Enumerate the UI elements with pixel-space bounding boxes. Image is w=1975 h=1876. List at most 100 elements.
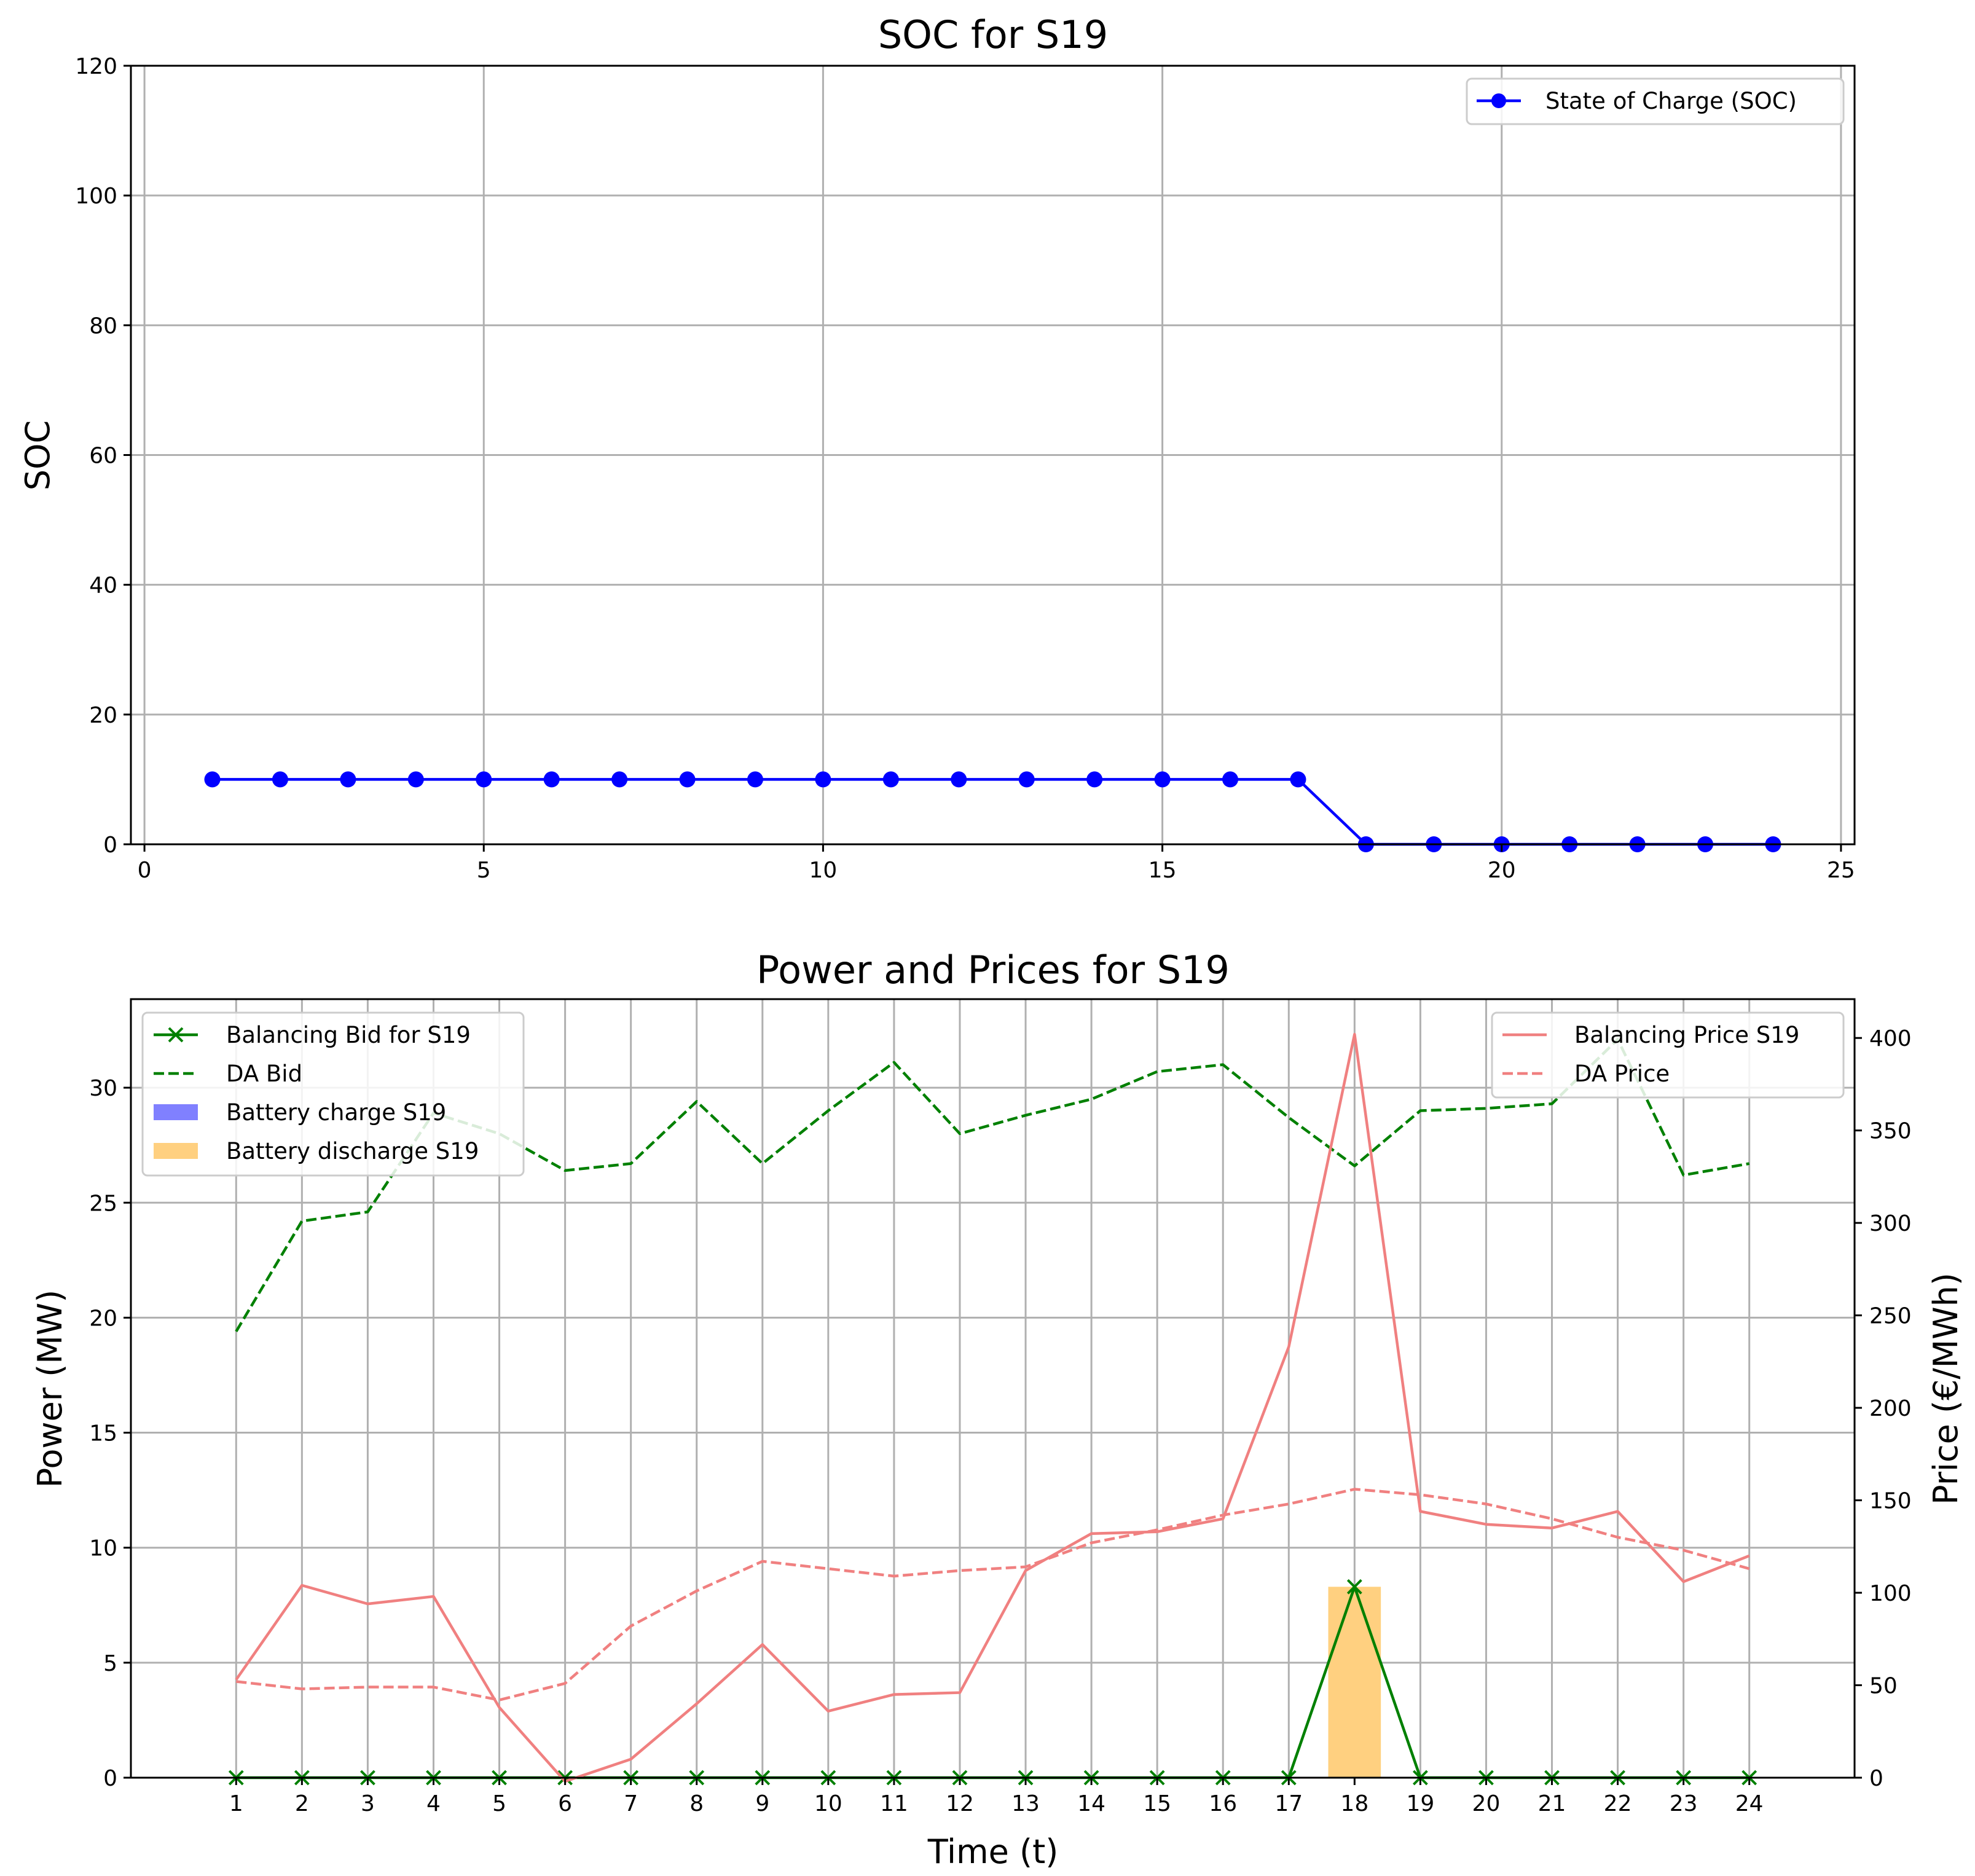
price-y-tick-label: 400 (1869, 1026, 1912, 1051)
power-price-chart: Power and Prices for S19 1 2 3 4 5 6 7 8 9 10 11 12… (31, 948, 1965, 1871)
power-x-tick-label: 12 (946, 1791, 974, 1816)
price-y-tick-label: 100 (1869, 1581, 1912, 1606)
power-x-tick-label: 10 (814, 1791, 842, 1816)
power-x-tick-label: 18 (1340, 1791, 1368, 1816)
power-x-tick-label: 4 (426, 1791, 441, 1816)
power-y-tick-label: 20 (89, 1306, 117, 1331)
soc-x-tick-label: 10 (809, 858, 838, 883)
power-legend-left-box (141, 1011, 525, 1177)
legend-battery-charge-swatch (154, 1104, 198, 1120)
power-x-tick-label: 1 (229, 1791, 243, 1816)
soc-point (815, 771, 831, 788)
price-y-tick-label: 50 (1869, 1674, 1898, 1699)
legend-battery-discharge-label: Battery discharge S19 (226, 1138, 479, 1164)
soc-x-tick-label: 5 (477, 858, 491, 883)
soc-point (882, 771, 899, 788)
power-y-tick-label: 10 (89, 1536, 117, 1561)
soc-legend-box (1466, 77, 1845, 125)
soc-point (476, 771, 492, 788)
soc-chart-title: SOC for S19 (878, 12, 1108, 57)
soc-point (543, 771, 560, 788)
soc-point (340, 771, 356, 788)
power-chart-title: Power and Prices for S19 (756, 948, 1230, 992)
soc-y-tick-label: 60 (89, 444, 117, 469)
soc-x-tick-label: 15 (1148, 858, 1177, 883)
legend-balancing-bid-marker (168, 1027, 184, 1043)
price-y-axis-label: Price (€/MWh) (1926, 1273, 1965, 1505)
battery-bar (1328, 1587, 1381, 1778)
soc-legend: State of Charge (SOC) (1466, 77, 1845, 125)
soc-point (1290, 771, 1306, 788)
legend-battery-discharge-swatch (154, 1143, 198, 1159)
legend-da-bid-label: DA Bid (226, 1061, 302, 1087)
power-x-tick-label: 17 (1274, 1791, 1303, 1816)
power-y-axis-label: Power (MW) (31, 1290, 69, 1488)
legend-balancing-bid-label: Balancing Bid for S19 (226, 1022, 471, 1048)
power-series-line (236, 1585, 1749, 1780)
soc-y-tick-label: 120 (75, 54, 117, 79)
power-x-tick-label: 6 (558, 1791, 572, 1816)
power-series-line (236, 1488, 1750, 1701)
power-x-tick-label: 16 (1209, 1791, 1237, 1816)
power-bars (1328, 1587, 1381, 1778)
soc-point (611, 771, 628, 788)
power-x-tick-label: 15 (1143, 1791, 1171, 1816)
power-x-tick-label: 5 (492, 1791, 506, 1816)
balancing-bid-marker (1346, 1579, 1362, 1595)
power-plot-frame (130, 998, 1856, 1779)
soc-x-tick-label: 20 (1488, 858, 1516, 883)
soc-x-tick-label: 0 (138, 858, 152, 883)
soc-point (272, 771, 288, 788)
power-x-tick-label: 19 (1406, 1791, 1434, 1816)
power-grid (131, 999, 1855, 1779)
power-x-tick-label: 2 (295, 1791, 309, 1816)
power-x-axis-label: Time (t) (927, 1832, 1059, 1871)
soc-point (1086, 771, 1103, 788)
legend-battery-charge-label: Battery charge S19 (226, 1099, 446, 1126)
price-y-tick-label: 150 (1869, 1489, 1912, 1514)
soc-point (407, 771, 424, 788)
soc-y-tick-label: 20 (89, 703, 117, 728)
price-y-tick-label: 200 (1869, 1396, 1912, 1421)
power-x-tick-label: 13 (1011, 1791, 1040, 1816)
power-x-tick-label: 9 (755, 1791, 769, 1816)
legend-da-price-label: DA Price (1574, 1061, 1670, 1087)
soc-y-tick-label: 80 (89, 313, 117, 339)
soc-grid (131, 65, 1855, 846)
power-x-tick-label: 3 (361, 1791, 375, 1816)
soc-legend-label: State of Charge (SOC) (1545, 88, 1797, 114)
power-x-tick-label: 7 (624, 1791, 638, 1816)
soc-point (747, 771, 763, 788)
power-series-line (235, 1032, 1750, 1783)
price-y-tick-label: 300 (1869, 1211, 1912, 1236)
power-y-tick-label: 0 (103, 1766, 117, 1791)
power-x-tick-label: 11 (880, 1791, 908, 1816)
power-x-tick-label: 14 (1077, 1791, 1105, 1816)
power-y-tick-label: 25 (89, 1191, 117, 1216)
soc-point (204, 771, 221, 788)
soc-point (679, 771, 696, 788)
power-x-tick-label: 24 (1735, 1791, 1764, 1816)
soc-point (1154, 771, 1171, 788)
power-x-tick-label: 21 (1538, 1791, 1566, 1816)
power-legend-right: Balancing Price S19 DA Price (1491, 1011, 1845, 1099)
power-legend-right-box (1491, 1011, 1845, 1099)
soc-ticks: 0 5 10 15 20 25 0 20 40 60 80 100 120 (75, 54, 1855, 883)
power-x-tick-label: 22 (1604, 1791, 1632, 1816)
soc-point (951, 771, 967, 788)
legend-balancing-price-label: Balancing Price S19 (1574, 1022, 1799, 1048)
power-x-tick-label: 8 (689, 1791, 704, 1816)
power-y-tick-label: 5 (103, 1651, 117, 1676)
power-x-tick-label: 23 (1670, 1791, 1698, 1816)
soc-legend-marker (1491, 93, 1506, 108)
soc-point (1222, 771, 1239, 788)
power-y-tick-label: 15 (89, 1421, 117, 1446)
price-y-tick-label: 0 (1869, 1766, 1883, 1791)
soc-y-axis-label: SOC (18, 420, 57, 491)
power-ticks: 1 2 3 4 5 6 7 8 9 10 11 12 13 14 15 16 17 18 19 20 21 22 23 240… (89, 1026, 1912, 1816)
price-y-tick-label: 250 (1869, 1304, 1912, 1329)
power-y-tick-label: 30 (89, 1076, 117, 1101)
soc-point (1018, 771, 1035, 788)
soc-series (204, 771, 1781, 852)
